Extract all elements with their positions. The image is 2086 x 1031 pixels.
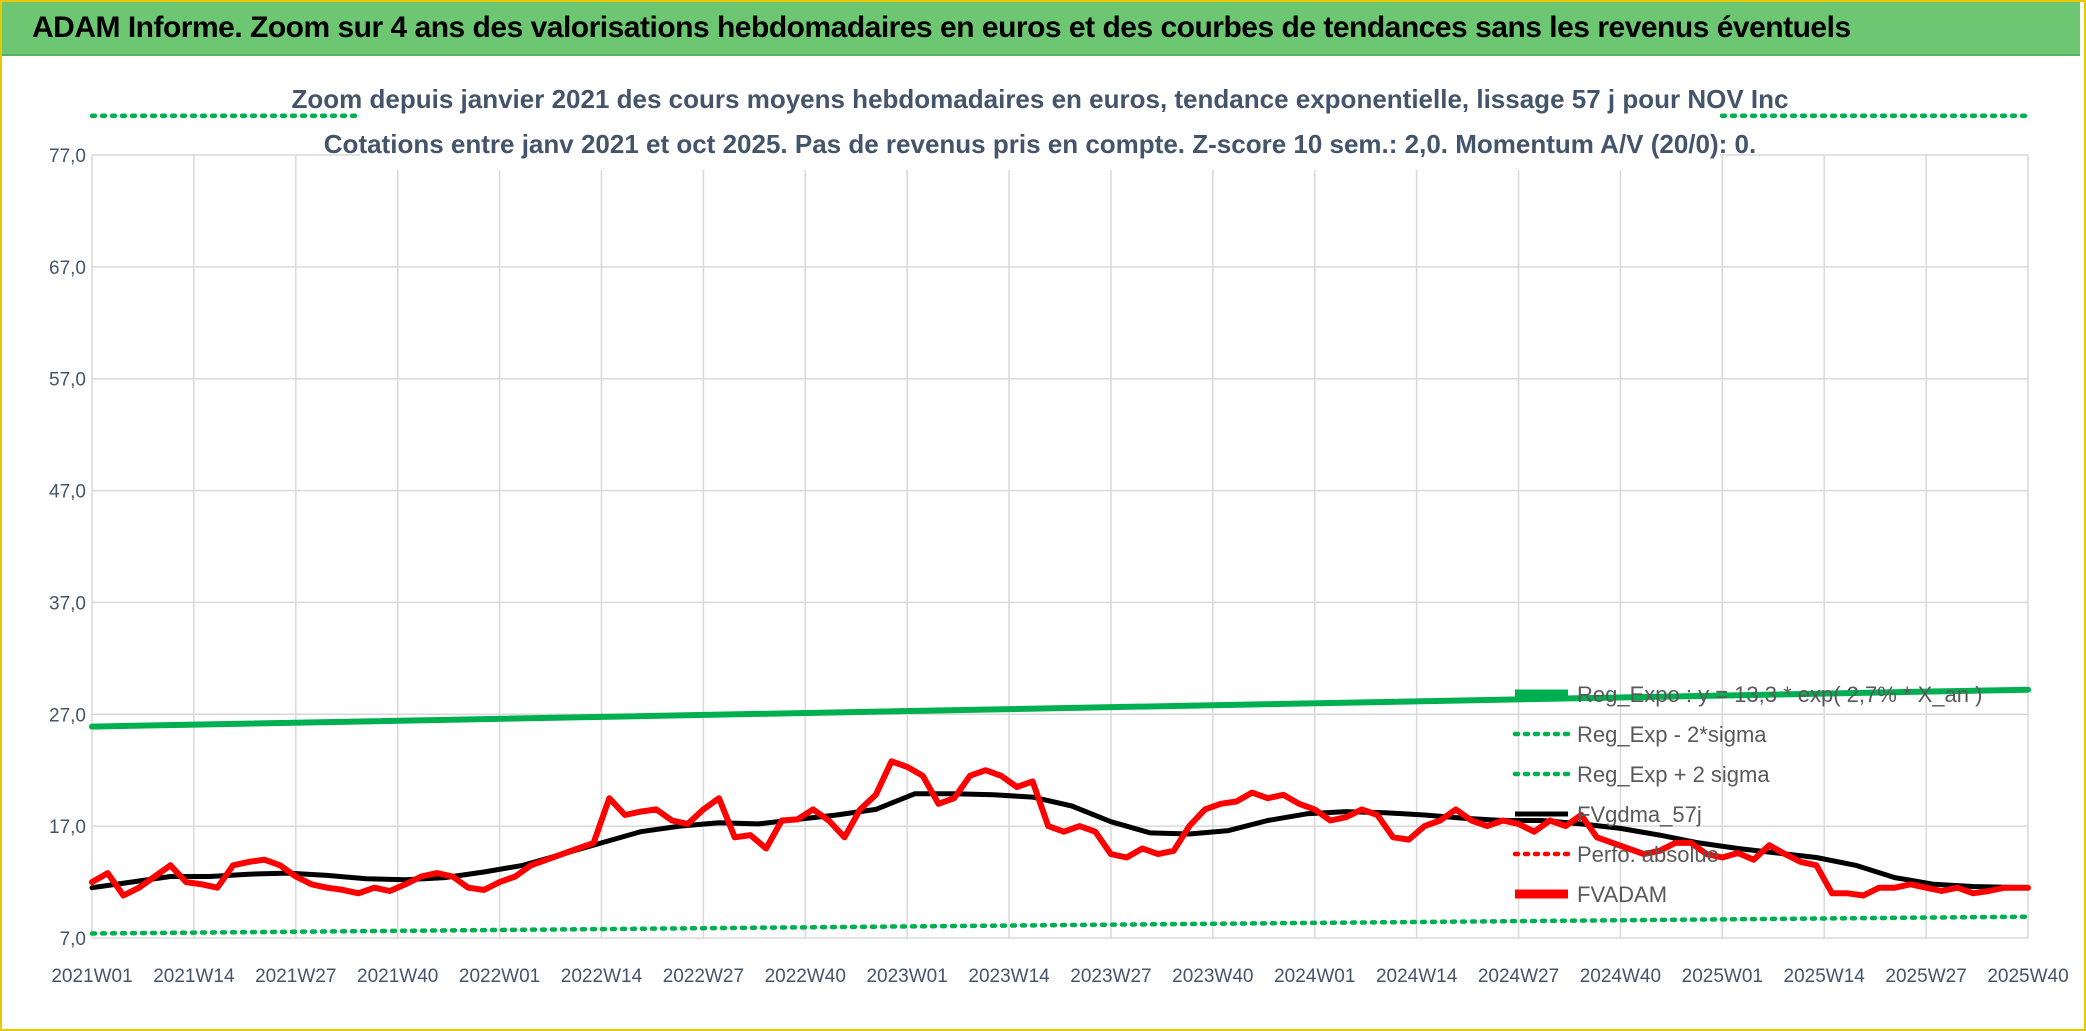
y-tick-label: 77,0 xyxy=(49,146,86,167)
series-line-price xyxy=(89,758,2031,899)
x-tick-label: 2024W40 xyxy=(1580,966,1661,987)
x-tick-label: 2024W01 xyxy=(1274,966,1355,987)
x-tick-label: 2022W14 xyxy=(561,966,643,987)
y-tick-label: 27,0 xyxy=(49,705,86,726)
y-tick-label: 17,0 xyxy=(49,817,86,838)
x-tick-label: 2021W14 xyxy=(153,966,235,987)
x-tick-label: 2024W27 xyxy=(1478,966,1559,987)
x-tick-label: 2021W01 xyxy=(51,966,132,987)
chart-title-line2: Cotations entre janv 2021 et oct 2025. P… xyxy=(324,129,1756,159)
legend-label-perfo: Perfo. absolue xyxy=(1577,842,1719,867)
y-axis-ticks: 77,0 67,0 57,0 47,0 37,0 27,0 17,0 7,0 xyxy=(49,146,86,950)
x-tick-label: 2022W40 xyxy=(765,966,846,987)
legend-label-upper: Reg_Exp + 2 sigma xyxy=(1577,762,1770,787)
series-line-lower xyxy=(89,914,2031,936)
x-axis-ticks: 2021W01 2021W14 2021W27 2021W40 2022W01 2022W… xyxy=(51,966,2068,987)
x-tick-label: 2025W27 xyxy=(1885,966,1966,987)
x-tick-label: 2023W14 xyxy=(968,966,1050,987)
report-title: ADAM Informe. Zoom sur 4 ans des valoris… xyxy=(32,11,1851,44)
gridlines xyxy=(91,154,2029,939)
y-tick-label: 67,0 xyxy=(49,258,86,279)
title-background xyxy=(360,78,1720,170)
y-tick-label: 7,0 xyxy=(60,929,86,950)
legend: Reg_Expo : y = 13,3 * exp( 2,7% * X_an )… xyxy=(1512,682,1982,907)
x-tick-label: 2022W27 xyxy=(663,966,744,987)
x-tick-label: 2025W01 xyxy=(1682,966,1763,987)
y-tick-label: 47,0 xyxy=(49,482,86,503)
y-tick-label: 57,0 xyxy=(49,370,86,391)
series-line-sma xyxy=(89,791,2031,891)
x-tick-label: 2023W40 xyxy=(1172,966,1253,987)
x-tick-label: 2023W01 xyxy=(866,966,947,987)
report-header: ADAM Informe. Zoom sur 4 ans des valoris… xyxy=(2,2,2080,56)
legend-label-price: FVADAM xyxy=(1577,882,1667,907)
legend-label-reg: Reg_Expo : y = 13,3 * exp( 2,7% * X_an ) xyxy=(1577,682,1982,707)
chart-title-line1: Zoom depuis janvier 2021 des cours moyen… xyxy=(292,84,1789,114)
x-tick-label: 2025W14 xyxy=(1784,966,1866,987)
legend-label-sma: FVgdma_57j xyxy=(1577,802,1702,827)
x-tick-label: 2021W27 xyxy=(255,966,336,987)
series-layer xyxy=(89,113,2031,936)
series-line-reg xyxy=(89,686,2031,730)
x-tick-label: 2022W01 xyxy=(459,966,540,987)
x-tick-label: 2024W14 xyxy=(1376,966,1458,987)
x-tick-label: 2025W40 xyxy=(1987,966,2068,987)
x-tick-label: 2021W40 xyxy=(357,966,438,987)
legend-label-lower: Reg_Exp - 2*sigma xyxy=(1577,722,1767,747)
y-tick-label: 37,0 xyxy=(49,593,86,614)
x-tick-label: 2023W27 xyxy=(1070,966,1151,987)
